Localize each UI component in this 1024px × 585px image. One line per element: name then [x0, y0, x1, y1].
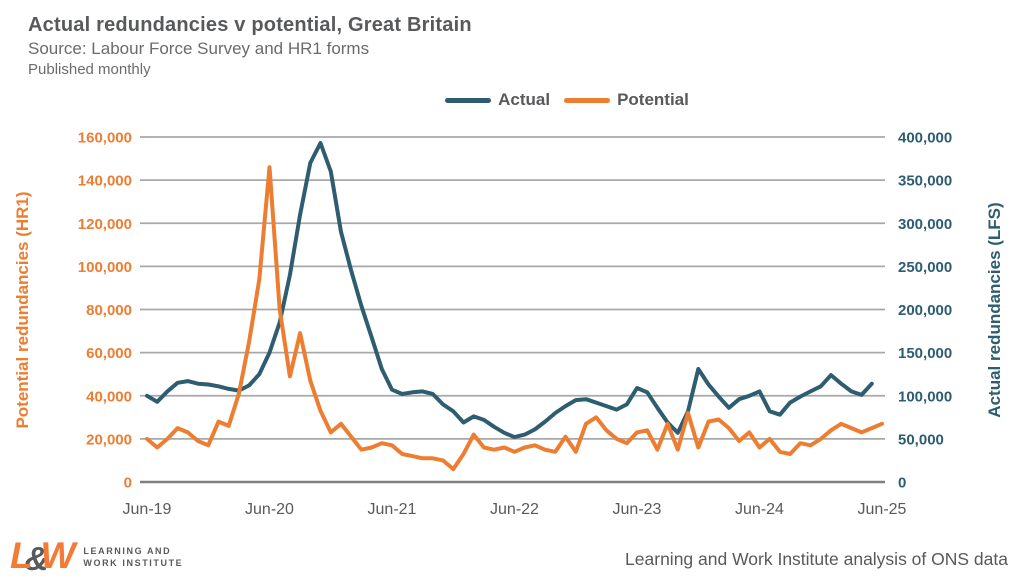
chart-legend: Actual Potential [0, 90, 1024, 110]
right-axis-tick-label: 200,000 [898, 302, 952, 319]
right-axis-tick-label: 400,000 [898, 130, 952, 147]
legend-label-potential: Potential [617, 90, 689, 109]
legend-label-actual: Actual [498, 90, 551, 109]
left-axis-tick-label: 140,000 [78, 173, 132, 190]
x-axis-tick-label: Jun-23 [613, 501, 662, 518]
logo-letter-l: L [10, 535, 33, 576]
left-axis-tick-label: 60,000 [86, 345, 132, 362]
logo-text-line2: WORK INSTITUTE [83, 557, 184, 568]
left-axis-tick-label: 100,000 [78, 259, 132, 276]
left-axis-tick-label: 20,000 [86, 431, 132, 448]
chart-source: Source: Labour Force Survey and HR1 form… [28, 39, 370, 58]
series-line-potential [145, 165, 884, 472]
left-axis-tick-label: 120,000 [78, 216, 132, 233]
potential-line-swatch [564, 97, 611, 103]
analysis-credit: Learning and Work Institute analysis of … [625, 549, 1008, 569]
x-axis-tick-label: Jun-20 [245, 501, 294, 518]
lw-institute-logo: L&W LEARNING AND WORK INSTITUTE [10, 535, 183, 577]
logo-ampersand: & [24, 540, 49, 577]
x-axis-tick-label: Jun-25 [858, 501, 907, 518]
right-axis-tick-label: 0 [898, 475, 906, 492]
right-axis-tick-label: 350,000 [898, 173, 952, 190]
legend-item-actual: Actual [445, 90, 550, 110]
legend-item-potential: Potential [564, 90, 689, 110]
x-axis-tick-label: Jun-21 [368, 501, 417, 518]
right-axis-tick-label: 150,000 [898, 345, 952, 362]
logo-text-line1: LEARNING AND [83, 545, 172, 556]
right-axis-tick-label: 100,000 [898, 388, 952, 405]
dual-axis-line-chart: 0 0 20,000 50,000 40,000 100,000 60,000 150,000… [13, 130, 1004, 519]
left-axis-tick-label: 80,000 [86, 302, 132, 319]
x-axis-tick-label: Jun-19 [123, 501, 172, 518]
x-axis-tick-label: Jun-22 [490, 501, 539, 518]
series-line-actual [145, 141, 874, 440]
left-axis-tick-label: 40,000 [86, 388, 132, 405]
logo-letter-w: W [40, 535, 76, 576]
x-axis-tick-label: Jun-24 [735, 501, 784, 518]
left-axis-title: Potential redundancies (HR1) [13, 191, 32, 428]
actual-line-swatch [445, 97, 492, 103]
right-axis-tick-label: 300,000 [898, 216, 952, 233]
left-axis-tick-label: 0 [124, 475, 132, 492]
right-axis-tick-label: 250,000 [898, 259, 952, 276]
lw-logo-text: LEARNING AND WORK INSTITUTE [83, 546, 183, 568]
left-axis-tick-label: 160,000 [78, 130, 132, 147]
chart-frequency-note: Published monthly [28, 61, 151, 78]
right-axis-tick-label: 50,000 [898, 431, 944, 448]
right-axis-title: Actual redundancies (LFS) [985, 202, 1004, 417]
chart-title: Actual redundancies v potential, Great B… [28, 14, 472, 36]
lw-logo-mark: L&W [10, 535, 76, 577]
